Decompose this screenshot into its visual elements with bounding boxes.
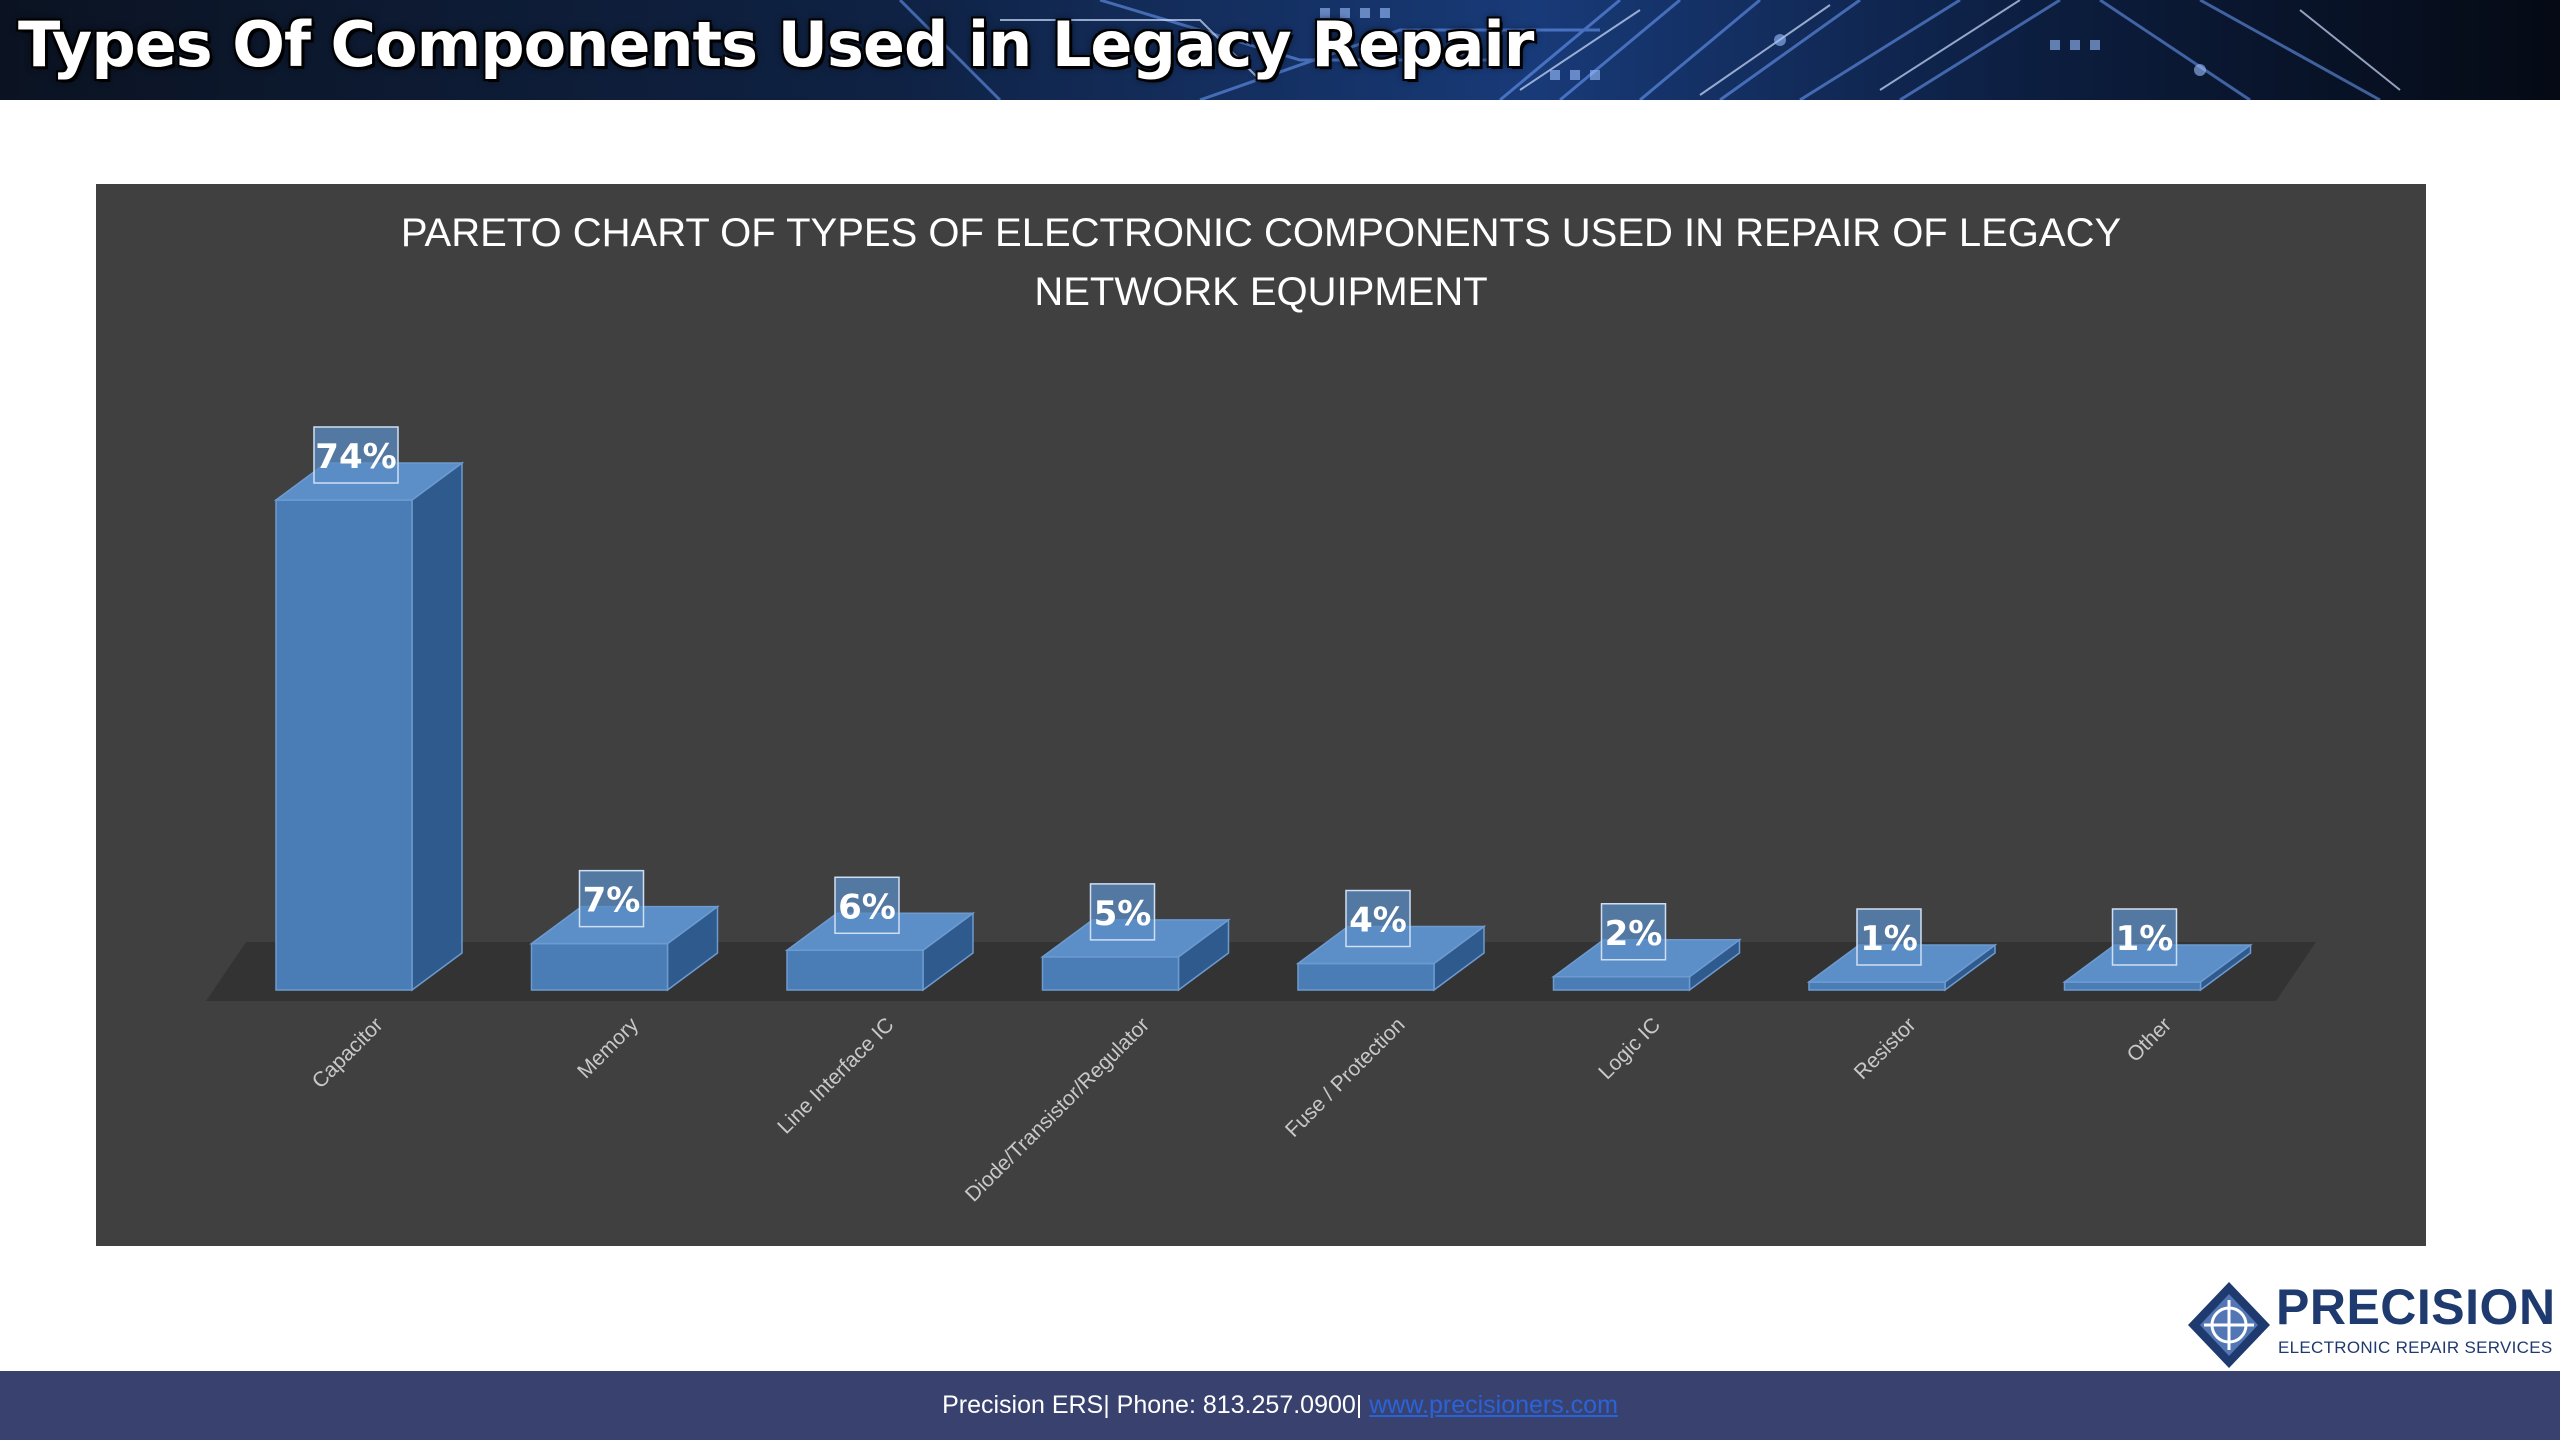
footer-contact-line: Precision ERS| Phone: 813.257.0900| www.… bbox=[0, 1391, 2560, 1420]
category-axis: Capacitor Memory Line Interface IC Diode/Tr… bbox=[308, 1013, 2176, 1207]
chart-floor bbox=[206, 942, 2316, 1001]
category-label-3: Line Interface IC bbox=[773, 1013, 898, 1138]
footer-bar: Precision ERS| Phone: 813.257.0900| www.… bbox=[0, 1371, 2560, 1440]
bar-4 bbox=[1040, 918, 1231, 992]
bar-side bbox=[411, 461, 463, 992]
category-label-6: Logic IC bbox=[1594, 1013, 1665, 1084]
chart-title-line-1: PARETO CHART OF TYPES OF ELECTRONIC COMP… bbox=[401, 211, 2121, 255]
data-label-text: 2% bbox=[1605, 914, 1663, 954]
bar-1 bbox=[273, 461, 465, 992]
data-label-text: 74% bbox=[315, 437, 396, 477]
category-label-4: Diode/Transistor/Regulator bbox=[961, 1013, 1154, 1206]
chart-title-line-2: NETWORK EQUIPMENT bbox=[1034, 270, 1487, 314]
data-label-text: 6% bbox=[838, 887, 896, 927]
category-label-8: Other bbox=[2123, 1013, 2176, 1066]
data-label-text: 1% bbox=[2116, 919, 2174, 959]
data-label-text: 4% bbox=[1349, 901, 1407, 941]
footer-website-link[interactable]: www.precisioners.com bbox=[1369, 1391, 1618, 1419]
bar-group bbox=[273, 461, 2253, 992]
bar-front bbox=[2063, 981, 2202, 991]
data-label-text: 7% bbox=[583, 881, 641, 921]
bar-front bbox=[275, 499, 413, 991]
data-label-2: 7% bbox=[578, 869, 645, 928]
data-label-box bbox=[1345, 889, 1411, 948]
category-label-5: Fuse / Protection bbox=[1281, 1013, 1410, 1142]
bar-front bbox=[1297, 962, 1435, 991]
data-label-box bbox=[2111, 908, 2178, 966]
data-label-box bbox=[1089, 883, 1156, 941]
data-label-box bbox=[1856, 908, 1922, 966]
data-label-box bbox=[834, 876, 900, 935]
company-logo: PRECISION ELECTRONIC REPAIR SERVICES bbox=[2182, 1280, 2555, 1370]
data-label-box bbox=[1600, 903, 1667, 961]
data-label-4: 5% bbox=[1089, 883, 1156, 941]
slide-title: Types Of Components Used in Legacy Repai… bbox=[18, 8, 1534, 81]
data-label-box bbox=[313, 426, 399, 484]
data-label-1: 74% bbox=[313, 426, 399, 484]
data-label-5: 4% bbox=[1345, 889, 1411, 948]
data-label-text: 1% bbox=[1860, 919, 1918, 959]
chart-canvas: PARETO CHART OF TYPES OF ELECTRONIC COMP… bbox=[206, 211, 2316, 1207]
data-label-group: 74% 7% 6% 5% 4% 2% 1% 1% bbox=[313, 426, 2178, 966]
bar-front bbox=[1808, 981, 1946, 991]
data-label-3: 6% bbox=[834, 876, 900, 935]
data-label-6: 2% bbox=[1600, 903, 1667, 961]
circuit-board-background bbox=[898, 0, 2401, 100]
bar-front bbox=[1552, 976, 1691, 991]
category-label-1: Capacitor bbox=[308, 1013, 388, 1093]
category-label-7: Resistor bbox=[1850, 1013, 1921, 1084]
data-label-box bbox=[578, 869, 645, 928]
bar-front bbox=[786, 949, 924, 991]
bar-3 bbox=[784, 911, 976, 992]
pareto-chart: PARETO CHART OF TYPES OF ELECTRONIC COMP… bbox=[96, 184, 2426, 1246]
data-label-7: 1% bbox=[1856, 908, 1922, 966]
data-label-8: 1% bbox=[2111, 908, 2178, 966]
bar-front bbox=[530, 942, 669, 991]
footer-contact: Precision ERS| Phone: 813.257.0900| bbox=[942, 1391, 1363, 1419]
bar-front bbox=[1041, 956, 1180, 991]
logo-wordmark: PRECISION bbox=[2276, 1279, 2556, 1335]
logo-tagline: ELECTRONIC REPAIR SERVICES bbox=[2278, 1338, 2553, 1357]
title-banner: Types Of Components Used in Legacy Repai… bbox=[0, 0, 2560, 100]
diamond-crosshair-icon bbox=[2188, 1282, 2270, 1368]
data-label-text: 5% bbox=[1094, 894, 1152, 934]
category-label-2: Memory bbox=[573, 1013, 643, 1083]
